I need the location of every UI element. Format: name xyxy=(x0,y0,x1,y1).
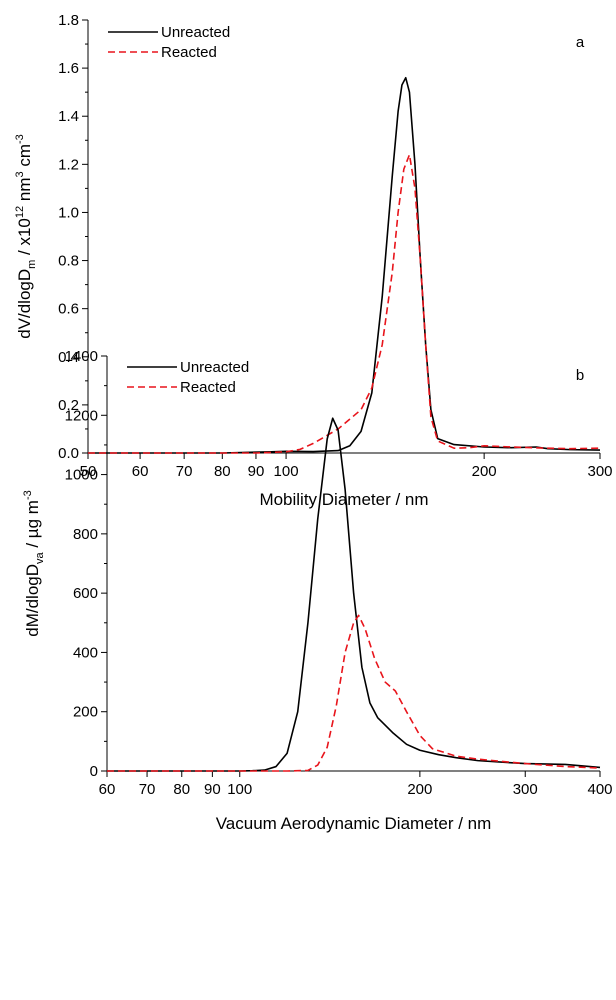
y-tick-label: 1000 xyxy=(65,467,98,484)
x-tick-label: 70 xyxy=(139,781,156,798)
y-tick-label: 1.6 xyxy=(58,60,79,77)
x-tick-label: 200 xyxy=(472,463,497,480)
y-axis-title: dM/dlogDva / µg m-3 xyxy=(22,490,46,636)
y-tick-label: 1400 xyxy=(65,348,98,365)
panel-label: a xyxy=(576,34,585,51)
y-tick-label: 0.2 xyxy=(58,397,79,414)
y-tick-label: 600 xyxy=(73,585,98,602)
series-line-unreacted xyxy=(88,76,601,454)
y-tick-label: 200 xyxy=(73,704,98,721)
y-tick-label: 0.8 xyxy=(58,253,79,270)
y-tick-label: 0.6 xyxy=(58,301,79,318)
panel-label: b xyxy=(576,367,584,384)
y-tick-label: 1200 xyxy=(65,407,98,424)
x-tick-label: 80 xyxy=(173,781,190,798)
y-axis-title: dV/dlogDm / x1012 nm3 cm-3 xyxy=(14,134,38,339)
y-tick-label: 0.4 xyxy=(58,349,79,366)
x-tick-label: 70 xyxy=(176,463,193,480)
x-tick-label: 100 xyxy=(274,463,299,480)
y-tick-label: 1.2 xyxy=(58,156,79,173)
chart-panel-b: 0 200 400 600 800 1000 1200 1400 60 70 80 90 100 200 3… xyxy=(22,348,613,833)
legend-label: Reacted xyxy=(161,44,217,61)
series-line-reacted xyxy=(107,614,601,772)
legend-label: Reacted xyxy=(180,379,236,396)
series-line-reacted xyxy=(88,153,601,454)
x-tick-label: 90 xyxy=(204,781,221,798)
x-axis-title: Mobility Diameter / nm xyxy=(259,490,428,509)
series-line-unreacted xyxy=(107,417,601,772)
y-tick-label: 1.4 xyxy=(58,108,79,125)
y-tick-label: 400 xyxy=(73,644,98,661)
x-tick-label: 400 xyxy=(587,781,612,798)
x-tick-label: 60 xyxy=(132,463,149,480)
x-tick-label: 300 xyxy=(513,781,538,798)
chart-panel-a: 0.0 0.2 0.4 0.6 0.8 1.0 1.2 1.4 1.6 1.8 50 60 70 80 90… xyxy=(14,12,613,509)
legend-label: Unreacted xyxy=(180,359,249,376)
x-tick-label: 60 xyxy=(99,781,116,798)
x-tick-label: 80 xyxy=(214,463,231,480)
x-tick-label: 90 xyxy=(248,463,265,480)
y-tick-label: 0 xyxy=(90,763,98,780)
x-tick-label: 50 xyxy=(80,463,97,480)
y-tick-label: 1.0 xyxy=(58,204,79,221)
y-tick-label: 0.0 xyxy=(58,445,79,462)
x-tick-label: 300 xyxy=(587,463,612,480)
x-axis-title: Vacuum Aerodynamic Diameter / nm xyxy=(216,814,492,833)
y-tick-label: 800 xyxy=(73,526,98,543)
y-tick-label: 1.8 xyxy=(58,12,79,29)
x-tick-label: 100 xyxy=(227,781,252,798)
x-tick-label: 200 xyxy=(407,781,432,798)
legend-label: Unreacted xyxy=(161,24,230,41)
